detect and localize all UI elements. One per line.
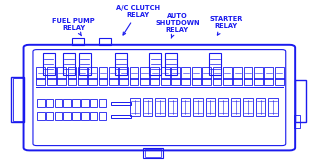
Bar xyxy=(254,78,263,85)
Bar xyxy=(161,67,170,79)
Bar xyxy=(275,78,284,85)
Bar xyxy=(171,78,180,85)
Bar xyxy=(99,38,111,45)
Bar xyxy=(143,98,152,116)
Bar xyxy=(256,98,265,116)
Bar xyxy=(79,53,91,75)
Bar xyxy=(72,99,80,107)
Bar xyxy=(192,67,201,79)
Bar xyxy=(213,78,221,85)
Bar xyxy=(202,67,211,79)
Bar xyxy=(254,67,263,79)
Bar xyxy=(192,78,201,85)
Bar xyxy=(264,78,273,85)
Bar xyxy=(88,67,97,79)
Bar xyxy=(68,67,76,79)
Bar xyxy=(99,99,106,107)
Bar xyxy=(168,98,177,116)
Bar xyxy=(295,80,306,122)
Bar xyxy=(90,99,97,107)
Bar xyxy=(63,112,71,120)
Bar xyxy=(36,78,45,85)
Bar xyxy=(11,77,24,122)
Bar xyxy=(46,99,53,107)
Bar xyxy=(47,67,56,79)
Bar xyxy=(244,67,252,79)
Bar xyxy=(243,98,253,116)
Text: FUEL PUMP
RELAY: FUEL PUMP RELAY xyxy=(52,18,95,36)
Bar xyxy=(294,115,300,128)
Bar xyxy=(46,112,53,120)
Bar xyxy=(275,67,284,79)
Bar xyxy=(88,78,97,85)
Bar xyxy=(150,67,159,79)
Bar xyxy=(90,112,97,120)
Bar xyxy=(99,78,107,85)
Bar xyxy=(181,78,190,85)
Bar xyxy=(181,98,190,116)
Bar xyxy=(36,67,45,79)
Bar xyxy=(143,148,163,158)
Bar xyxy=(223,67,232,79)
Bar xyxy=(268,98,278,116)
Bar xyxy=(130,67,138,79)
Bar xyxy=(223,78,232,85)
Bar xyxy=(57,67,66,79)
Bar xyxy=(78,67,87,79)
Bar xyxy=(206,98,215,116)
Bar xyxy=(115,53,127,75)
Text: A/C CLUTCH
RELAY: A/C CLUTCH RELAY xyxy=(116,5,160,35)
Bar xyxy=(209,53,221,75)
Bar xyxy=(99,67,107,79)
Bar xyxy=(37,99,45,107)
Bar xyxy=(78,78,87,85)
Bar xyxy=(47,78,56,85)
Bar xyxy=(181,67,190,79)
Bar xyxy=(140,78,149,85)
Bar xyxy=(233,67,242,79)
Bar xyxy=(218,98,228,116)
Text: AUTO
SHUTDOWN
RELAY: AUTO SHUTDOWN RELAY xyxy=(155,13,200,38)
Bar xyxy=(130,78,138,85)
Bar xyxy=(81,112,89,120)
Bar xyxy=(165,53,177,75)
Bar xyxy=(111,115,131,118)
Bar xyxy=(244,78,252,85)
Bar xyxy=(109,67,118,79)
Text: STARTER
RELAY: STARTER RELAY xyxy=(209,16,243,35)
Bar xyxy=(150,78,159,85)
Bar xyxy=(264,67,273,79)
Bar xyxy=(193,98,203,116)
Bar xyxy=(145,149,161,157)
Bar xyxy=(99,112,106,120)
Bar xyxy=(55,112,62,120)
Bar xyxy=(43,53,55,75)
Bar xyxy=(57,78,66,85)
Bar xyxy=(161,78,170,85)
Bar xyxy=(202,78,211,85)
Bar xyxy=(149,53,161,75)
Bar xyxy=(72,112,80,120)
Bar xyxy=(109,78,118,85)
Bar xyxy=(55,99,62,107)
Bar xyxy=(155,98,165,116)
Bar xyxy=(171,67,180,79)
Bar xyxy=(231,98,240,116)
Bar xyxy=(13,78,23,121)
Bar xyxy=(63,53,75,75)
Bar xyxy=(81,99,89,107)
Bar xyxy=(213,67,221,79)
Bar xyxy=(119,67,128,79)
Bar xyxy=(72,38,84,45)
Bar xyxy=(119,78,128,85)
Bar xyxy=(63,99,71,107)
Bar xyxy=(68,78,76,85)
Bar xyxy=(140,67,149,79)
Bar xyxy=(111,102,131,105)
Bar xyxy=(37,112,45,120)
Bar xyxy=(233,78,242,85)
Bar xyxy=(130,98,140,116)
